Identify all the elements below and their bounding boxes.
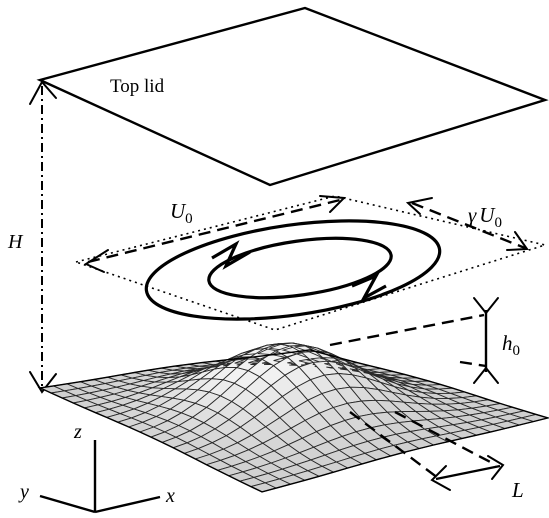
velocity-gamma-u0-indicator: γ U0 <box>405 197 529 251</box>
contour-crossing-right <box>351 272 387 303</box>
velocity-gamma-u0-label: γ U0 <box>468 203 502 231</box>
hill-height-label: h0 <box>502 331 520 359</box>
hill-height-arrow-bottom <box>473 366 499 384</box>
hill-width-arrow-left <box>430 465 451 491</box>
coordinate-axes: z x y <box>18 421 175 514</box>
height-indicator: H <box>7 80 57 394</box>
hill-width-indicator: L <box>349 410 524 502</box>
velocity-gamma-u0-arrow-right <box>506 231 529 251</box>
surface-outline <box>37 349 549 493</box>
top-lid-label: Top lid <box>110 76 165 97</box>
hill-height-top-line <box>329 313 485 347</box>
y-axis-line <box>39 494 96 514</box>
x-axis-label: x <box>165 485 175 507</box>
top-lid: Top lid <box>36 6 549 187</box>
hill-height-arrow-top <box>473 297 499 315</box>
height-label: H <box>7 231 24 253</box>
hill-height-bottom-line <box>459 360 487 368</box>
hill-height-indicator: h0 <box>329 297 520 384</box>
velocity-u0-indicator: U0 <box>83 195 347 273</box>
velocity-gamma-u0-arrow-left <box>405 197 433 215</box>
velocity-gamma-u0-line <box>411 201 526 250</box>
hill-width-arrow-right <box>487 455 505 480</box>
hill-width-bar <box>435 464 501 481</box>
velocity-u0-line <box>87 198 341 264</box>
inner-contour <box>207 236 393 300</box>
hill-width-right-line <box>394 410 497 467</box>
outer-contour <box>144 219 442 321</box>
x-axis-line <box>94 495 161 514</box>
top-lid-plane <box>36 6 549 187</box>
hill-width-label: L <box>511 478 524 502</box>
y-axis-label: y <box>18 481 29 503</box>
contour-crossing-left <box>211 240 251 270</box>
eddy-contours <box>144 219 442 321</box>
velocity-u0-label: U0 <box>170 199 193 227</box>
height-arrow-bottom <box>29 371 57 394</box>
height-arrow-top <box>29 80 57 105</box>
velocity-u0-arrow-right <box>319 195 347 213</box>
bottom-surface <box>37 342 549 493</box>
velocity-u0-arrow-left <box>83 249 109 273</box>
z-axis-label: z <box>73 421 82 443</box>
